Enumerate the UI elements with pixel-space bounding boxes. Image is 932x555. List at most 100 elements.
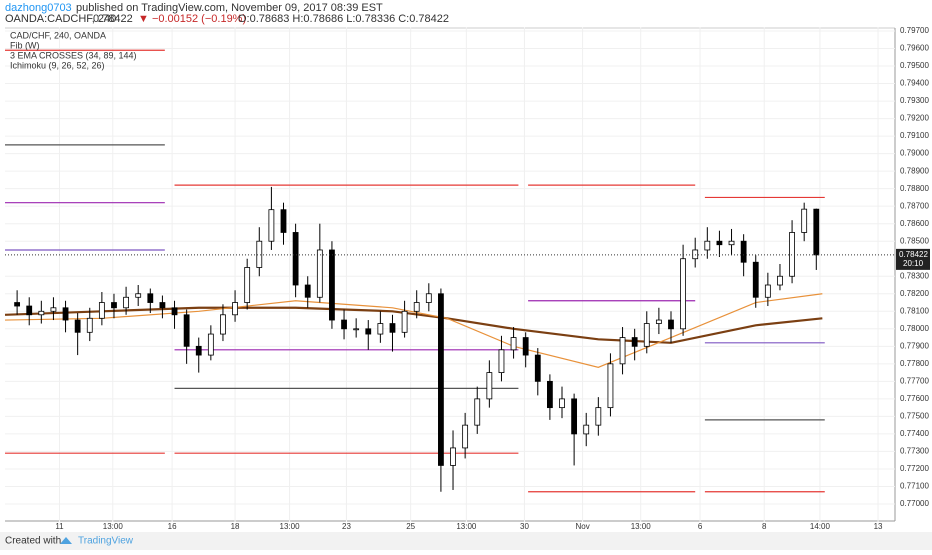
author[interactable]: dazhong0703	[5, 2, 72, 14]
x-tick-label: 13:00	[103, 522, 124, 531]
x-tick-label: 6	[698, 522, 703, 531]
candle-body	[668, 319, 674, 330]
x-tick-label: 8	[762, 522, 767, 531]
y-tick-label: 0.78800	[900, 184, 929, 193]
candle-body	[50, 307, 57, 312]
candle-body	[789, 232, 795, 277]
y-tick-label: 0.77000	[900, 499, 929, 508]
candle-body	[62, 307, 69, 321]
candle-body	[740, 240, 747, 263]
y-tick-label: 0.77600	[900, 394, 929, 403]
candle-body	[38, 310, 45, 316]
candle-body	[329, 249, 335, 321]
x-tick-label: 18	[231, 522, 240, 531]
legend-item: 3 EMA CROSSES (34, 89, 144)	[10, 50, 137, 60]
candle-body	[183, 314, 190, 347]
candle-body	[752, 261, 759, 298]
footer-created: Created with	[5, 536, 61, 547]
candle-body	[655, 319, 662, 324]
candle-body	[728, 240, 735, 246]
candle-body	[438, 293, 444, 466]
candle-body	[86, 317, 93, 333]
candle-body	[268, 209, 275, 242]
y-tick-label: 0.79200	[900, 114, 929, 123]
candle-body	[764, 284, 771, 298]
logo	[60, 537, 72, 544]
candle-body	[413, 302, 420, 312]
y-tick-label: 0.79000	[900, 149, 929, 158]
y-tick-label: 0.77300	[900, 447, 929, 456]
y-tick-label: 0.77200	[900, 464, 929, 473]
y-tick-label: 0.79300	[900, 96, 929, 105]
x-tick-label: 16	[168, 522, 177, 531]
candle-body	[571, 398, 578, 435]
x-tick-label: 25	[406, 522, 415, 531]
candle-body	[716, 240, 723, 246]
candle-body	[341, 319, 347, 330]
y-tick-label: 0.78200	[900, 289, 929, 298]
candle-body	[559, 398, 565, 409]
y-tick-label: 0.79400	[900, 79, 929, 88]
candle-body	[692, 249, 699, 260]
footer-bar	[0, 532, 932, 550]
candle-body	[280, 209, 287, 233]
candle-body	[813, 208, 820, 256]
x-tick-label: 13:00	[280, 522, 301, 531]
candle-body	[26, 305, 33, 316]
candle-body	[74, 319, 81, 333]
candle-body	[595, 407, 602, 426]
y-tick-label: 0.79500	[900, 61, 929, 70]
candle-body	[486, 372, 493, 400]
published: published on TradingView.com, November 0…	[76, 2, 383, 14]
candle-body	[704, 240, 711, 251]
candle-body	[510, 337, 517, 351]
y-tick-label: 0.78300	[900, 271, 929, 280]
candle-body	[389, 323, 396, 333]
y-tick-label: 0.78900	[900, 166, 929, 175]
candle-body	[316, 249, 323, 298]
y-tick-label: 0.78600	[900, 219, 929, 228]
candle-body	[643, 323, 650, 347]
candle-body	[353, 328, 360, 331]
candle-body	[522, 337, 529, 356]
candle-body	[680, 258, 686, 330]
candle-body	[619, 337, 626, 365]
y-tick-label: 0.79100	[900, 131, 929, 140]
x-tick-label: 30	[520, 522, 529, 531]
ohlc: O:0.78683 H:0.78686 L:0.78336 C:0.78422	[238, 13, 449, 25]
y-tick-label: 0.78000	[900, 324, 929, 333]
y-tick-label: 0.77800	[900, 359, 929, 368]
candle-body	[98, 302, 105, 319]
y-tick-label: 0.77100	[900, 482, 929, 491]
y-tick-label: 0.78500	[900, 236, 929, 245]
x-tick-label: Nov	[575, 522, 589, 531]
y-tick-label: 0.77700	[900, 376, 929, 385]
footer-brand[interactable]: TradingView	[78, 536, 134, 547]
candle-body	[292, 232, 299, 286]
candle-body	[534, 354, 541, 382]
candle-body	[401, 310, 408, 333]
last-price-label: 0.78422	[899, 250, 928, 259]
candle-body	[304, 284, 311, 298]
x-tick-label: 13	[874, 522, 883, 531]
change: ▼ −0.00152 (−0.19%)	[138, 13, 246, 25]
candle-body	[425, 293, 432, 303]
candle-body	[256, 240, 263, 268]
legend-item: CAD/CHF, 240, OANDA	[10, 30, 106, 40]
y-tick-label: 0.77900	[900, 341, 929, 350]
candle-body	[123, 296, 129, 309]
candle-body	[498, 349, 505, 373]
ema-line	[4, 293, 823, 368]
y-tick-label: 0.79700	[900, 26, 929, 35]
y-tick-label: 0.78100	[900, 306, 929, 315]
candle-body	[232, 302, 238, 316]
candle-body	[377, 323, 384, 335]
candle-body	[244, 267, 251, 303]
candle-body	[462, 424, 469, 449]
y-tick-label: 0.79600	[900, 44, 929, 53]
candle-body	[631, 337, 638, 347]
last-price-box	[896, 248, 930, 270]
candle-body	[207, 333, 214, 356]
countdown: 20:10	[903, 259, 924, 268]
